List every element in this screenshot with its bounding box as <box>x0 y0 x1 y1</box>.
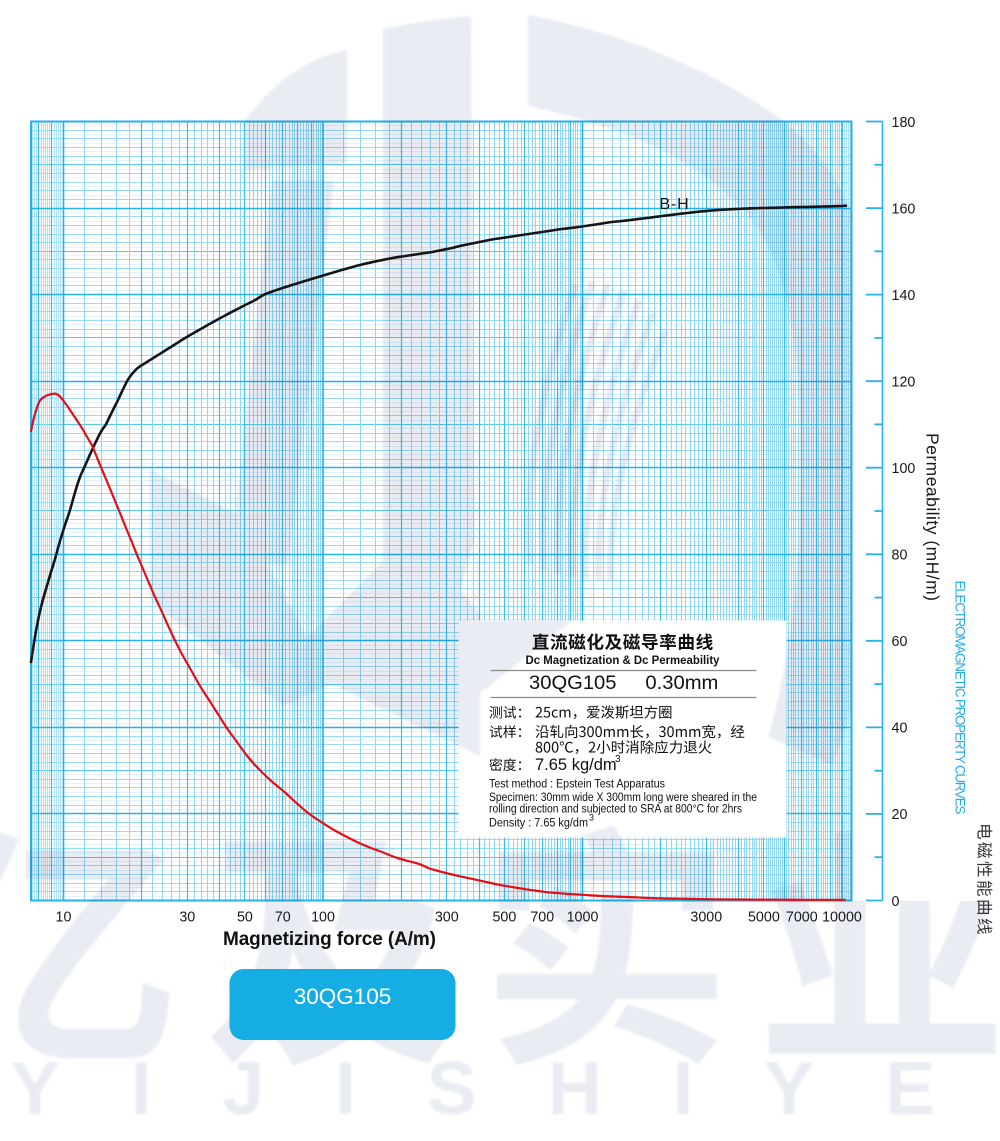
svg-text:100: 100 <box>892 461 916 477</box>
svg-text:5000: 5000 <box>748 910 780 926</box>
svg-text:20: 20 <box>892 807 908 823</box>
svg-text:Specimen: 30mm wide X 300mm lo: Specimen: 30mm wide X 300mm long were sh… <box>489 792 757 804</box>
svg-text:700: 700 <box>530 910 554 926</box>
svg-text:Magnetizing force (A/m): Magnetizing force (A/m) <box>223 929 436 950</box>
svg-text:ELECTROMAGNETIC PROPERTY CURVE: ELECTROMAGNETIC PROPERTY CURVES <box>953 581 968 815</box>
svg-text:500: 500 <box>492 910 516 926</box>
svg-text:30QG105: 30QG105 <box>529 673 617 694</box>
svg-text:160: 160 <box>892 201 916 217</box>
svg-text:Permeability (mH/m): Permeability (mH/m) <box>923 433 943 601</box>
svg-text:1000: 1000 <box>567 910 599 926</box>
svg-text:0: 0 <box>892 894 900 910</box>
svg-text:180: 180 <box>892 115 916 131</box>
svg-text:30QG105: 30QG105 <box>294 984 392 1009</box>
svg-text:300: 300 <box>435 910 459 926</box>
svg-text:50: 50 <box>237 910 253 926</box>
svg-text:Density : 7.65 kg/dm: Density : 7.65 kg/dm <box>489 817 588 829</box>
svg-text:Dc Magnetization & Dc Permeabi: Dc Magnetization & Dc Permeability <box>526 653 720 667</box>
svg-text:7.65 kg/dm: 7.65 kg/dm <box>535 756 617 774</box>
svg-text:rolling direction and subjecte: rolling direction and subjected to SRA a… <box>489 803 742 815</box>
svg-text:100: 100 <box>311 910 335 926</box>
svg-text:10000: 10000 <box>822 910 862 926</box>
svg-text:YIJISHIYE: YIJISHIYE <box>10 1046 965 1130</box>
svg-text:Test method : Epstein Test App: Test method : Epstein Test Apparatus <box>489 779 665 791</box>
svg-text:B-H: B-H <box>660 196 690 213</box>
svg-text:60: 60 <box>892 634 908 650</box>
svg-text:0.30mm: 0.30mm <box>645 673 718 694</box>
svg-text:80: 80 <box>892 548 908 564</box>
svg-text:140: 140 <box>892 288 916 304</box>
svg-text:10: 10 <box>56 910 72 926</box>
svg-text:7000: 7000 <box>786 910 818 926</box>
svg-text:3: 3 <box>615 754 621 765</box>
svg-text:120: 120 <box>892 375 916 391</box>
svg-text:30: 30 <box>179 910 195 926</box>
svg-text:3000: 3000 <box>690 910 722 926</box>
svg-text:40: 40 <box>892 721 908 737</box>
svg-text:70: 70 <box>275 910 291 926</box>
svg-text:3: 3 <box>589 813 594 823</box>
